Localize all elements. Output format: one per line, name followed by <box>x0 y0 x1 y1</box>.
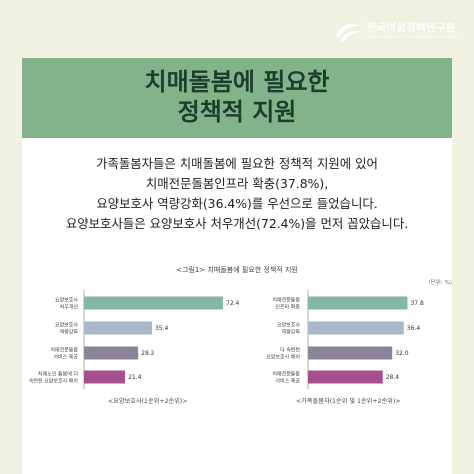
headline-box: 치매돌봄에 필요한 정책적 지원 <box>22 58 452 138</box>
figure-title: <그림1> 치매돌봄에 필요한 정책적 지원 <box>176 266 298 274</box>
summary-line-2: 치매전문돌봄인프라 확충(37.8%), <box>145 176 329 191</box>
headline-line-2: 정책적 지원 <box>177 98 297 126</box>
summary-line-3: 요양보호사 역량강화(36.4%)를 우선으로 들었습니다. <box>96 196 378 211</box>
summary-line-1: 가족돌봄자들은 치매돌봄에 필요한 정책적 지원에 있어 <box>96 156 378 171</box>
kwdi-swoosh-icon <box>335 24 361 42</box>
brand-subtitle: Korean Women's Development Institute <box>366 34 458 40</box>
summary-line-4: 요양보호사들은 요양보호사 처우개선(72.4%)을 먼저 꼽았습니다. <box>65 216 409 231</box>
brand-logo: 한국여성정책연구원 Korean Women's Development Ins… <box>333 18 458 46</box>
top-band <box>0 0 474 58</box>
headline-line-1: 치매돌봄에 필요한 <box>144 68 330 96</box>
content-card: 치매돌봄에 필요한 정책적 지원 가족돌봄자들은 치매돌봄에 필요한 정책적 지… <box>22 58 452 474</box>
unit-label: (단위: %) <box>428 280 452 286</box>
left-chart-caption: <요양보호사(1순위+2순위)> <box>108 398 188 405</box>
right-chart-caption: <가족돌봄자(1순위 및 1순위+2순위)> <box>296 398 401 405</box>
brand-name: 한국여성정책연구원 <box>366 22 456 35</box>
